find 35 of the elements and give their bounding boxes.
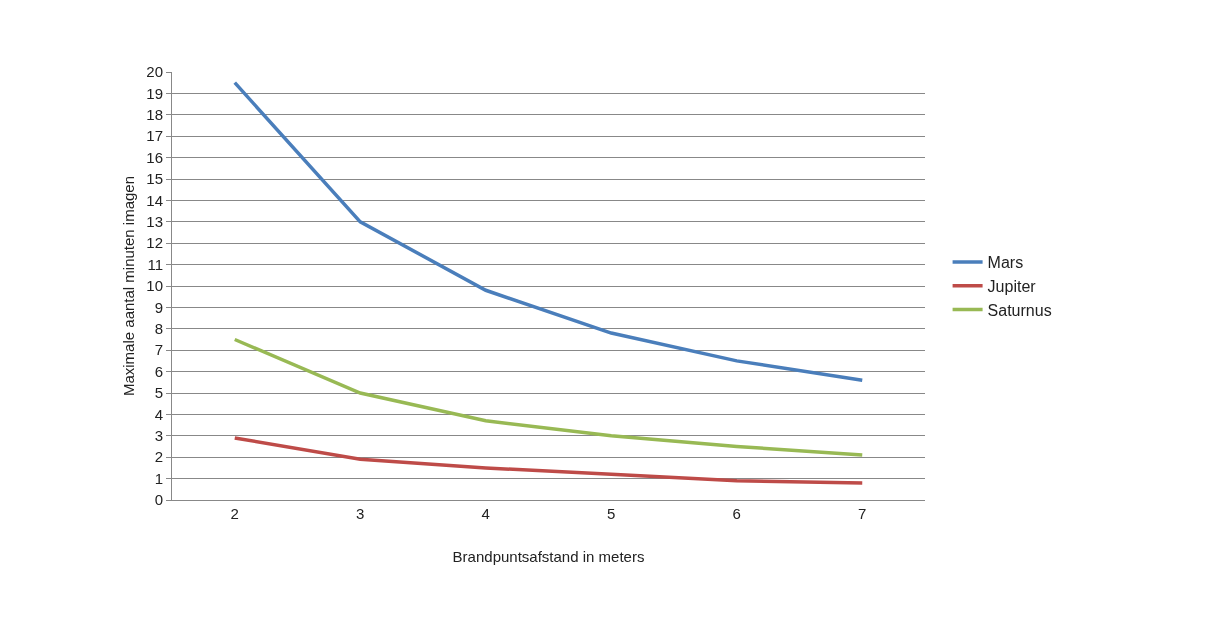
y-tick-label: 12 <box>146 234 163 252</box>
x-axis-title: Brandpuntsafstand in meters <box>452 548 645 565</box>
y-tick-label: 9 <box>154 298 163 316</box>
y-tick-label: 20 <box>146 63 163 81</box>
legend-label: Jupiter <box>987 277 1037 295</box>
y-tick-label: 19 <box>146 84 163 102</box>
y-tick-label: 3 <box>154 427 163 445</box>
y-tick-label: 4 <box>154 405 163 423</box>
x-tick-label: 2 <box>230 505 239 522</box>
y-tick-label: 16 <box>146 148 163 166</box>
y-tick-label: 11 <box>147 255 163 273</box>
line-series <box>233 337 864 457</box>
x-tick-label: 3 <box>356 505 365 522</box>
y-tick-label: 7 <box>154 341 163 359</box>
y-tick-label: 18 <box>146 106 163 124</box>
legend-label: Mars <box>987 254 1024 272</box>
y-axis-title: Maximale aantal minuten imagen <box>119 175 137 397</box>
y-tick-label: 17 <box>146 127 163 145</box>
x-tick-label: 5 <box>607 505 616 522</box>
x-tick-label: 4 <box>481 505 490 522</box>
line-series <box>233 80 864 382</box>
y-tick-label: 1 <box>154 469 163 487</box>
y-tick-label: 10 <box>146 277 163 295</box>
y-tick-label: 15 <box>146 170 163 188</box>
y-tick-label: 13 <box>146 213 163 231</box>
y-tick-label: 2 <box>154 448 163 466</box>
y-tick-label: 5 <box>154 384 163 402</box>
line-series <box>233 436 864 485</box>
legend-label: Saturnus <box>987 301 1052 319</box>
y-tick-label: 0 <box>154 491 163 509</box>
y-tick-label: 14 <box>146 191 163 209</box>
y-tick-label: 8 <box>154 320 163 338</box>
y-tick-label: 6 <box>154 362 163 380</box>
x-tick-label: 6 <box>732 505 741 522</box>
x-tick-label: 7 <box>858 505 867 522</box>
